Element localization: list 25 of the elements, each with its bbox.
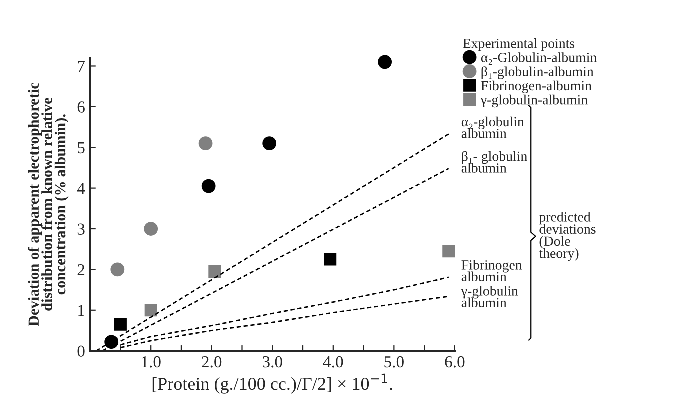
- legend-label: β₁-globulin-albumin: [482, 66, 594, 80]
- legend-title: Experimental points: [463, 38, 575, 52]
- y-tick-label: 5: [78, 142, 85, 154]
- x-tick-label: 6.0: [445, 356, 465, 368]
- y-tick-label: 6: [78, 102, 85, 113]
- y-axis-title: Deviation of apparent electrophoretic distribution from known relative concentration (% albumin).: [28, 82, 69, 326]
- legend-label: α₂-Globulin-albumin: [481, 52, 597, 66]
- y-tick-label: 7: [78, 61, 85, 72]
- series-label: γ-globulin albumin: [461, 286, 518, 308]
- y-tick-label: 0: [78, 346, 85, 358]
- x-tick-label: 1.0: [142, 356, 161, 368]
- x-tick-label: 4.0: [323, 356, 344, 368]
- series-label: α₂-globulin albumin: [462, 116, 524, 138]
- legend-label: Fibrinogen-albumin: [481, 80, 592, 94]
- x-tick-label: 2.0: [202, 356, 222, 368]
- y-tick-label: 3: [78, 224, 85, 235]
- x-tick-label: 5.0: [384, 356, 404, 368]
- legend-label: γ-globulin-albumin: [480, 94, 588, 108]
- y-tick-label: 4: [77, 183, 86, 194]
- y-tick-label: 1: [78, 305, 84, 316]
- y-tick-label: 2: [78, 264, 85, 276]
- x-tick-label: 3.0: [263, 356, 282, 368]
- series-label: β₁- globulin albumin: [462, 151, 528, 173]
- text: predicted deviations (Dole theory): [539, 212, 596, 262]
- x-axis-title: [Protein (g./100 cc.)/Γ/2] × 10$^{−1}$.: [152, 374, 392, 394]
